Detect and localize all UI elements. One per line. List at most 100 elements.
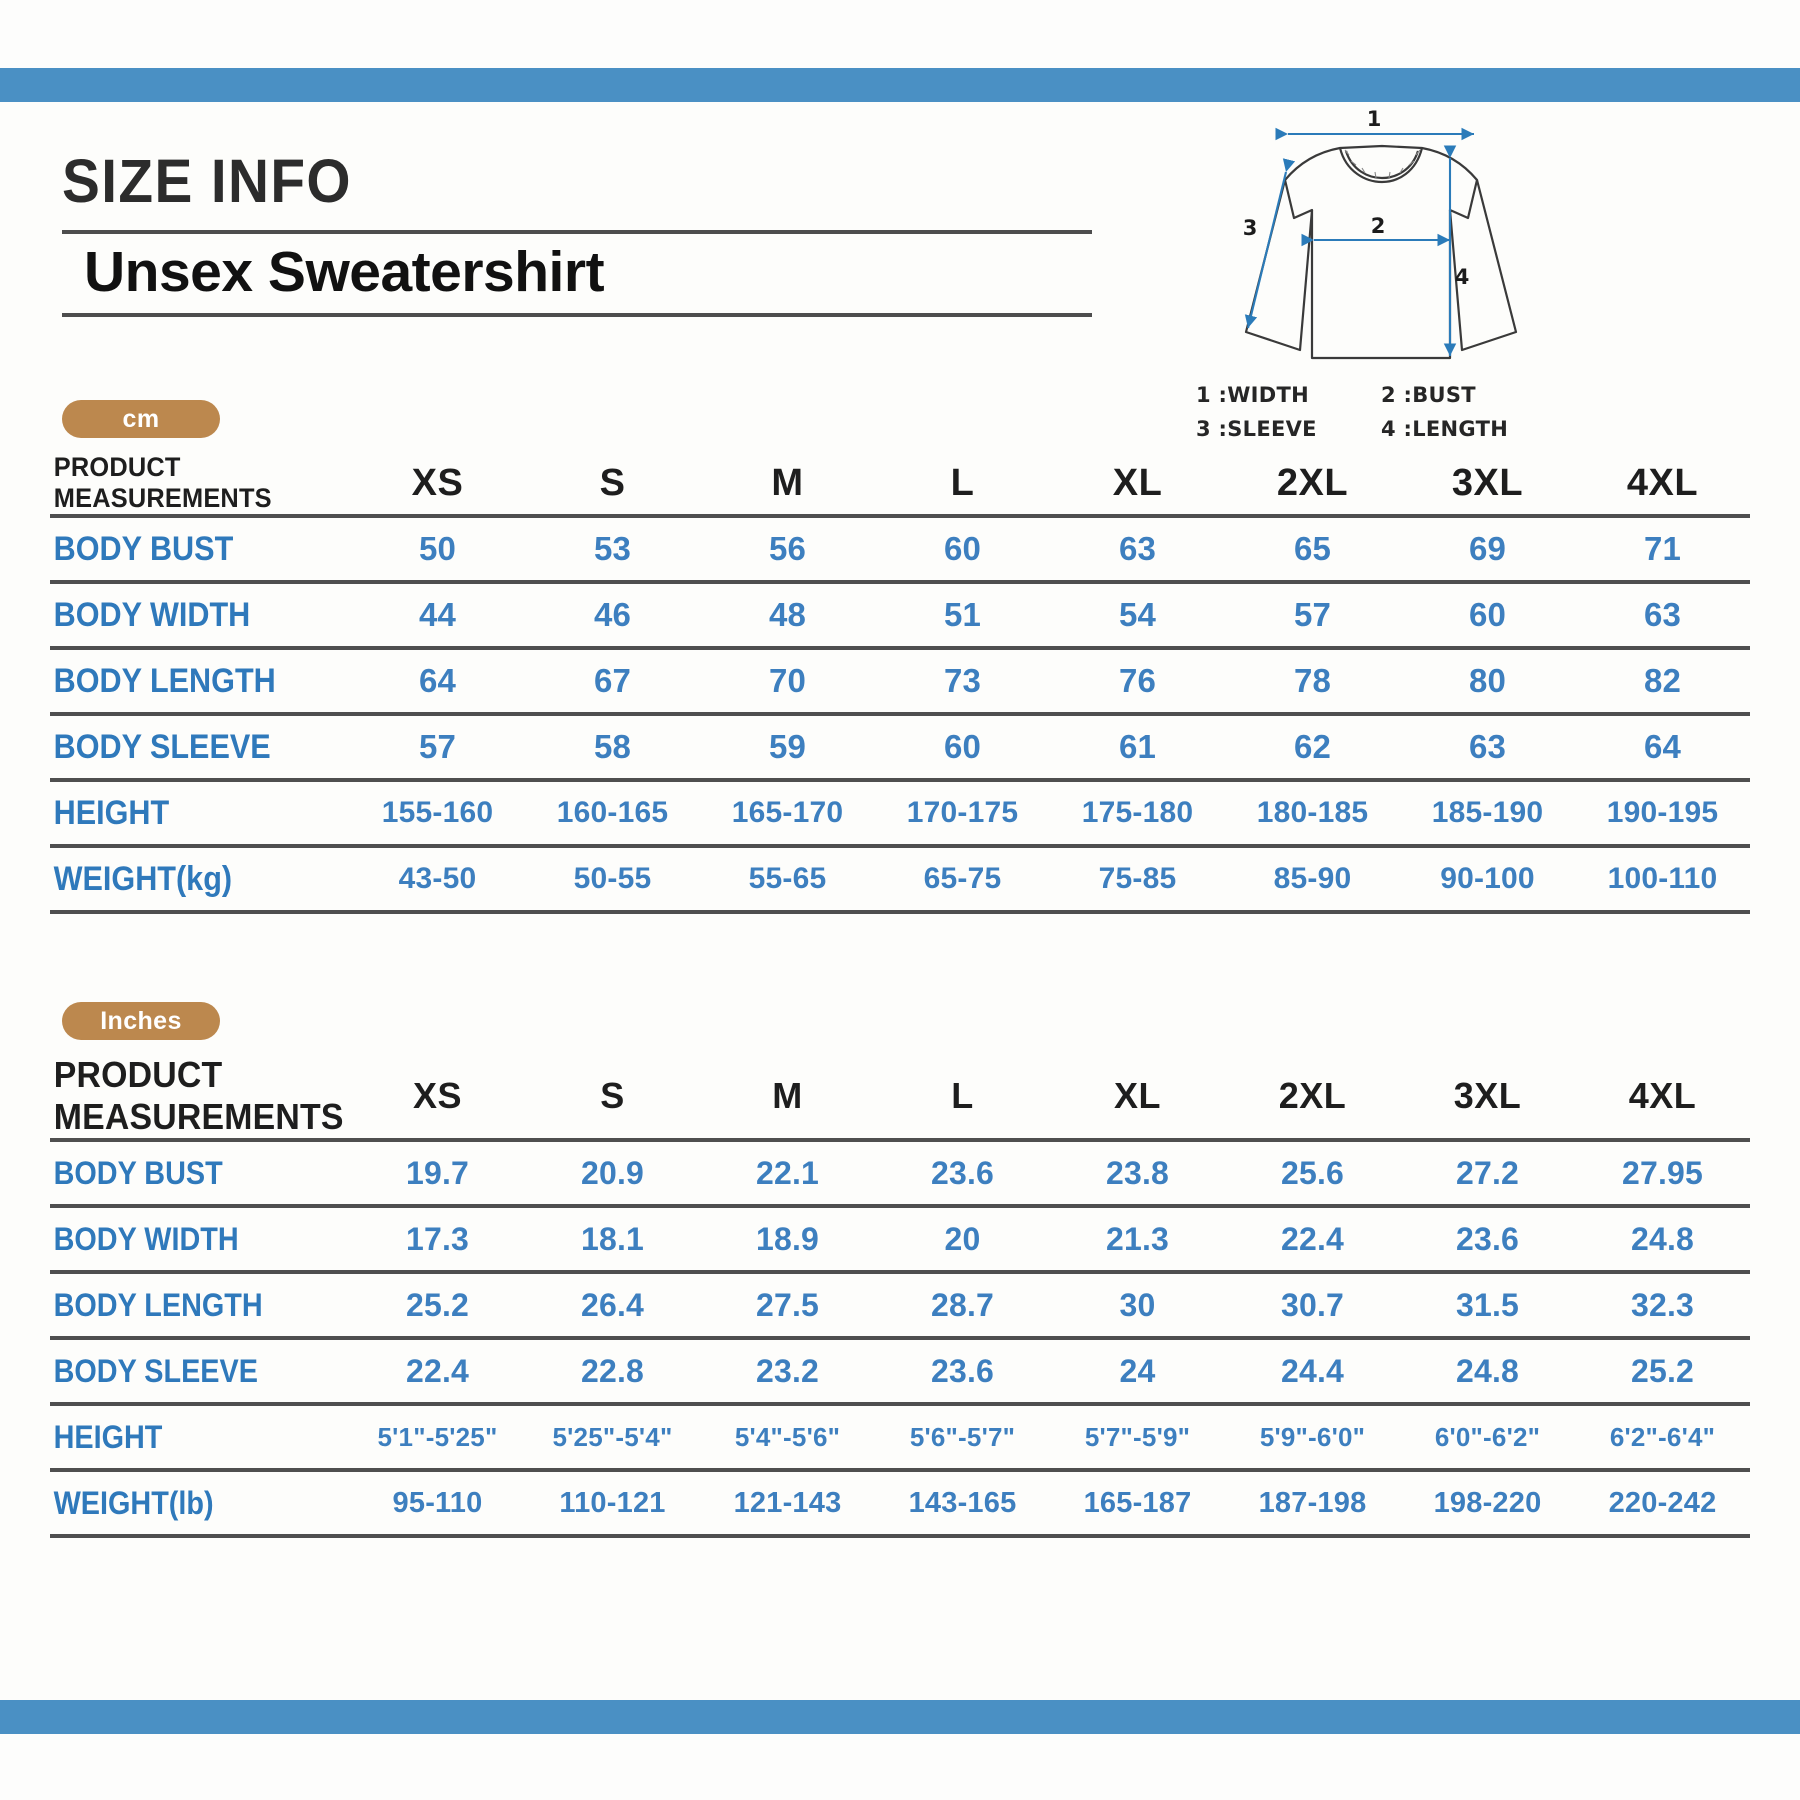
cell: 143-165: [908, 1486, 1017, 1519]
row-label: BODY WIDTH: [53, 595, 251, 634]
cell: 27.5: [755, 1286, 820, 1323]
column-header-measurements: PRODUCT MEASUREMENTS: [53, 1054, 344, 1137]
column-header-xl: XL: [1112, 461, 1163, 504]
column-header-2xl: 2XL: [1276, 461, 1349, 504]
row-label: WEIGHT(lb): [53, 1484, 214, 1521]
cell: 62: [1293, 728, 1332, 765]
row-label: BODY LENGTH: [53, 661, 276, 700]
cell: 70: [768, 662, 807, 699]
cell: 5'25"-5'4": [552, 1421, 673, 1452]
cell: 25.2: [1630, 1352, 1695, 1389]
measurement-legend: 1 :WIDTH 2 :BUST 3 :SLEEVE 4 :LENGTH: [1196, 378, 1596, 446]
cell: 64: [418, 662, 457, 699]
cell: 155-160: [381, 796, 494, 829]
size-table-cm-head: PRODUCT MEASUREMENTS XS S M L XL 2XL 3XL…: [50, 452, 1750, 516]
cell: 180-185: [1256, 796, 1369, 829]
cell: 5'9"-6'0": [1259, 1421, 1366, 1452]
column-header-4xl: 4XL: [1626, 461, 1699, 504]
row-label: BODY BUST: [53, 529, 234, 568]
cell: 22.8: [580, 1352, 645, 1389]
cell: 59: [768, 728, 807, 765]
column-header-l: L: [951, 1075, 974, 1116]
cell: 64: [1643, 728, 1682, 765]
column-header-3xl: 3XL: [1451, 461, 1524, 504]
cell: 31.5: [1455, 1286, 1520, 1323]
cell: 6'0"-6'2": [1434, 1421, 1541, 1452]
cell: 121-143: [733, 1486, 842, 1519]
cell: 220-242: [1608, 1486, 1717, 1519]
size-table-inches: PRODUCT MEASUREMENTS XS S M L XL 2XL 3XL…: [50, 1054, 1750, 1538]
cell: 95-110: [392, 1486, 483, 1519]
table-row: HEIGHT 5'1"-5'25" 5'25"-5'4" 5'4"-5'6" 5…: [50, 1404, 1750, 1470]
cell: 170-175: [906, 796, 1019, 829]
page-title: SIZE INFO: [62, 147, 352, 215]
cell: 73: [943, 662, 982, 699]
cell: 71: [1643, 530, 1682, 567]
cell: 20: [944, 1220, 981, 1257]
cell: 76: [1118, 662, 1157, 699]
unit-badge-inches: Inches: [62, 1002, 220, 1040]
column-header-m: M: [772, 1075, 803, 1116]
cell: 63: [1468, 728, 1507, 765]
cell: 60: [943, 530, 982, 567]
row-label: HEIGHT: [53, 1418, 163, 1455]
header-row: PRODUCT MEASUREMENTS XS S M L XL 2XL 3XL…: [50, 1054, 1750, 1140]
cell: 55-65: [748, 862, 827, 895]
column-header-s: S: [600, 1075, 625, 1116]
cell: 20.9: [580, 1154, 645, 1191]
column-header-l: L: [950, 461, 975, 504]
header-row: PRODUCT MEASUREMENTS XS S M L XL 2XL 3XL…: [50, 452, 1750, 516]
cell: 24.8: [1455, 1352, 1520, 1389]
size-table-inches-head: PRODUCT MEASUREMENTS XS S M L XL 2XL 3XL…: [50, 1054, 1750, 1140]
title-block: SIZE INFO Unsex Sweatershirt: [62, 150, 1252, 317]
cell: 23.6: [930, 1352, 995, 1389]
cell: 43-50: [398, 862, 477, 895]
table-row: BODY LENGTH 25.2 26.4 27.5 28.7 30 30.7 …: [50, 1272, 1750, 1338]
column-header-xs: XS: [412, 1075, 463, 1116]
row-label: HEIGHT: [53, 793, 170, 832]
legend-length: 4 :LENGTH: [1381, 417, 1509, 442]
column-header-2xl: 2XL: [1278, 1075, 1347, 1116]
cell: 23.2: [755, 1352, 820, 1389]
cell: 54: [1118, 596, 1157, 633]
legend-width: 1 :WIDTH: [1196, 383, 1310, 407]
table-row: BODY WIDTH 44 46 48 51 54 57 60 63: [50, 582, 1750, 648]
cell: 23.6: [930, 1154, 995, 1191]
row-label: BODY BUST: [53, 1154, 223, 1191]
column-header-3xl: 3XL: [1453, 1075, 1522, 1116]
cell: 60: [1468, 596, 1507, 633]
cell: 198-220: [1433, 1486, 1542, 1519]
cell: 110-121: [559, 1486, 666, 1519]
sweatshirt-illustration: 1 2 3 4: [1243, 110, 1518, 360]
cell: 5'4"-5'6": [734, 1421, 841, 1452]
cell: 61: [1118, 728, 1157, 765]
cell: 30: [1119, 1286, 1156, 1323]
cell: 58: [593, 728, 632, 765]
cell: 6'2"-6'4": [1609, 1421, 1716, 1452]
cell: 57: [418, 728, 457, 765]
legend-bust: 2 :BUST: [1381, 383, 1476, 407]
cell: 25.6: [1280, 1154, 1345, 1191]
marker-1-label: 1: [1367, 110, 1382, 131]
cell: 17.3: [405, 1220, 470, 1257]
row-label: BODY SLEEVE: [53, 727, 271, 766]
cell: 57: [1293, 596, 1332, 633]
cell: 27.2: [1455, 1154, 1520, 1191]
cell: 25.2: [405, 1286, 470, 1323]
cell: 48: [768, 596, 807, 633]
column-header-s: S: [599, 461, 626, 504]
table-row: BODY BUST 19.7 20.9 22.1 23.6 23.8 25.6 …: [50, 1140, 1750, 1206]
cell: 160-165: [556, 796, 669, 829]
legend-row-2: 3 :SLEEVE 4 :LENGTH: [1196, 412, 1596, 446]
table-row: BODY BUST 50 53 56 60 63 65 69 71: [50, 516, 1750, 582]
bottom-accent-bar: [0, 1700, 1800, 1734]
cell: 53: [593, 530, 632, 567]
cell: 63: [1118, 530, 1157, 567]
top-accent-bar: [0, 68, 1800, 102]
row-label: BODY WIDTH: [53, 1220, 239, 1257]
cell: 63: [1643, 596, 1682, 633]
cell: 65: [1293, 530, 1332, 567]
column-header-4xl: 4XL: [1628, 1075, 1697, 1116]
cell: 44: [418, 596, 457, 633]
